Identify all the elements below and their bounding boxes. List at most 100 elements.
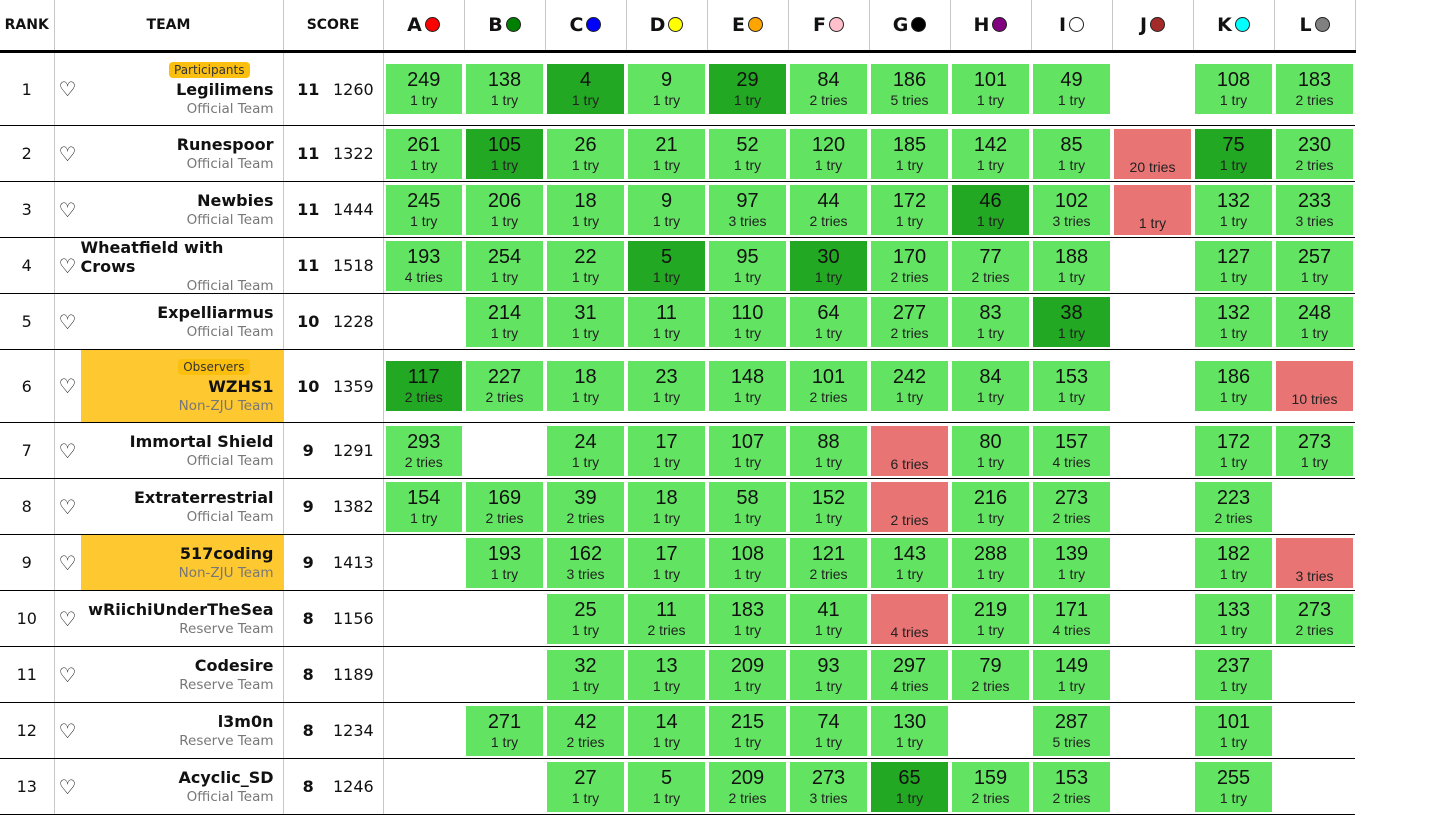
submission-status-accepted[interactable]: 297 4 tries <box>871 649 948 700</box>
submission-status-accepted[interactable]: 64 1 try <box>790 296 867 347</box>
favorite-heart-icon[interactable]: ♡ <box>58 774 77 799</box>
submission-status-accepted[interactable]: 245 1 try <box>385 184 462 235</box>
favorite-heart-icon[interactable]: ♡ <box>58 438 77 463</box>
submission-status-accepted[interactable]: 102 3 tries <box>1033 184 1110 235</box>
submission-status-accepted[interactable]: 11 2 tries <box>628 593 705 644</box>
favorite-heart-icon[interactable]: ♡ <box>58 197 77 222</box>
submission-status-accepted[interactable]: 108 1 try <box>709 537 786 588</box>
submission-status-accepted[interactable]: 139 1 try <box>1033 537 1110 588</box>
favorite-heart-icon[interactable]: ♡ <box>58 606 77 631</box>
team-name[interactable]: Immortal Shield <box>129 432 274 451</box>
submission-status-accepted[interactable]: 143 1 try <box>871 537 948 588</box>
submission-status-accepted[interactable]: 223 2 tries <box>1195 481 1272 532</box>
submission-status-accepted[interactable]: 249 1 try <box>385 64 462 114</box>
submission-status-accepted[interactable]: 183 1 try <box>709 593 786 644</box>
submission-status-accepted[interactable]: 101 2 tries <box>790 361 867 411</box>
submission-status-accepted[interactable]: 287 5 tries <box>1033 705 1110 756</box>
favorite-heart-icon[interactable]: ♡ <box>58 718 77 743</box>
submission-status-accepted[interactable]: 88 1 try <box>790 425 867 476</box>
submission-status-accepted[interactable]: 11 1 try <box>628 296 705 347</box>
submission-status-accepted[interactable]: 127 1 try <box>1195 240 1272 291</box>
submission-status-accepted[interactable]: 209 2 tries <box>709 761 786 812</box>
submission-status-first-blood[interactable]: 29 1 try <box>709 64 786 114</box>
submission-status-accepted[interactable]: 230 2 tries <box>1276 128 1353 179</box>
submission-status-accepted[interactable]: 93 1 try <box>790 649 867 700</box>
problem-header-i[interactable]: I <box>1031 0 1113 53</box>
submission-status-accepted[interactable]: 154 1 try <box>385 481 462 532</box>
submission-status-accepted[interactable]: 273 1 try <box>1276 425 1353 476</box>
submission-status-accepted[interactable]: 21 1 try <box>628 128 705 179</box>
favorite-heart-icon[interactable]: ♡ <box>58 77 77 101</box>
submission-status-accepted[interactable]: 214 1 try <box>466 296 543 347</box>
team-name[interactable]: wRiichiUnderTheSea <box>88 600 274 619</box>
problem-header-b[interactable]: B <box>464 0 546 53</box>
submission-status-accepted[interactable]: 171 4 tries <box>1033 593 1110 644</box>
submission-status-accepted[interactable]: 107 1 try <box>709 425 786 476</box>
team-name[interactable]: Newbies <box>197 191 274 210</box>
rank-header[interactable]: RANK <box>0 0 55 53</box>
submission-status-accepted[interactable]: 17 1 try <box>628 425 705 476</box>
submission-status-accepted[interactable]: 18 1 try <box>628 481 705 532</box>
submission-status-accepted[interactable]: 142 1 try <box>952 128 1029 179</box>
submission-status-accepted[interactable]: 153 2 tries <box>1033 761 1110 812</box>
submission-status-accepted[interactable]: 130 1 try <box>871 705 948 756</box>
submission-status-accepted[interactable]: 80 1 try <box>952 425 1029 476</box>
submission-status-failed[interactable]: 4 tries <box>871 593 948 644</box>
submission-status-accepted[interactable]: 32 1 try <box>547 649 624 700</box>
submission-status-failed[interactable]: 1 try <box>1114 184 1191 235</box>
submission-status-accepted[interactable]: 74 1 try <box>790 705 867 756</box>
team-name[interactable]: Expelliarmus <box>157 303 274 322</box>
submission-status-accepted[interactable]: 17 1 try <box>628 537 705 588</box>
submission-status-accepted[interactable]: 26 1 try <box>547 128 624 179</box>
problem-header-h[interactable]: H <box>950 0 1032 53</box>
submission-status-accepted[interactable]: 41 1 try <box>790 593 867 644</box>
submission-status-accepted[interactable]: 13 1 try <box>628 649 705 700</box>
submission-status-accepted[interactable]: 31 1 try <box>547 296 624 347</box>
submission-status-accepted[interactable]: 237 1 try <box>1195 649 1272 700</box>
submission-status-accepted[interactable]: 153 1 try <box>1033 361 1110 411</box>
submission-status-accepted[interactable]: 120 1 try <box>790 128 867 179</box>
submission-status-accepted[interactable]: 121 2 tries <box>790 537 867 588</box>
submission-status-accepted[interactable]: 216 1 try <box>952 481 1029 532</box>
submission-status-accepted[interactable]: 101 1 try <box>952 64 1029 114</box>
submission-status-accepted[interactable]: 209 1 try <box>709 649 786 700</box>
submission-status-accepted[interactable]: 254 1 try <box>466 240 543 291</box>
submission-status-accepted[interactable]: 18 1 try <box>547 361 624 411</box>
submission-status-accepted[interactable]: 83 1 try <box>952 296 1029 347</box>
submission-status-accepted[interactable]: 159 2 tries <box>952 761 1029 812</box>
problem-header-d[interactable]: D <box>626 0 708 53</box>
submission-status-accepted[interactable]: 24 1 try <box>547 425 624 476</box>
submission-status-accepted[interactable]: 49 1 try <box>1033 64 1110 114</box>
problem-header-f[interactable]: F <box>788 0 870 53</box>
submission-status-accepted[interactable]: 22 1 try <box>547 240 624 291</box>
submission-status-accepted[interactable]: 85 1 try <box>1033 128 1110 179</box>
submission-status-accepted[interactable]: 185 1 try <box>871 128 948 179</box>
submission-status-accepted[interactable]: 162 3 tries <box>547 537 624 588</box>
submission-status-accepted[interactable]: 206 1 try <box>466 184 543 235</box>
submission-status-accepted[interactable]: 23 1 try <box>628 361 705 411</box>
problem-header-e[interactable]: E <box>707 0 789 53</box>
submission-status-accepted[interactable]: 172 1 try <box>871 184 948 235</box>
favorite-heart-icon[interactable]: ♡ <box>58 662 77 687</box>
submission-status-accepted[interactable]: 227 2 tries <box>466 361 543 411</box>
submission-status-accepted[interactable]: 261 1 try <box>385 128 462 179</box>
problem-header-g[interactable]: G <box>869 0 951 53</box>
submission-status-accepted[interactable]: 27 1 try <box>547 761 624 812</box>
submission-status-accepted[interactable]: 183 2 tries <box>1276 64 1353 114</box>
submission-status-first-blood[interactable]: 30 1 try <box>790 240 867 291</box>
team-header[interactable]: TEAM <box>54 0 284 53</box>
submission-status-accepted[interactable]: 52 1 try <box>709 128 786 179</box>
submission-status-first-blood[interactable]: 75 1 try <box>1195 128 1272 179</box>
submission-status-accepted[interactable]: 79 2 tries <box>952 649 1029 700</box>
submission-status-failed[interactable]: 20 tries <box>1114 128 1191 179</box>
team-name[interactable]: Runespoor <box>176 135 274 154</box>
submission-status-accepted[interactable]: 42 2 tries <box>547 705 624 756</box>
submission-status-accepted[interactable]: 193 4 tries <box>385 240 462 291</box>
submission-status-accepted[interactable]: 277 2 tries <box>871 296 948 347</box>
submission-status-accepted[interactable]: 84 1 try <box>952 361 1029 411</box>
team-name[interactable]: l3m0n <box>217 712 274 731</box>
